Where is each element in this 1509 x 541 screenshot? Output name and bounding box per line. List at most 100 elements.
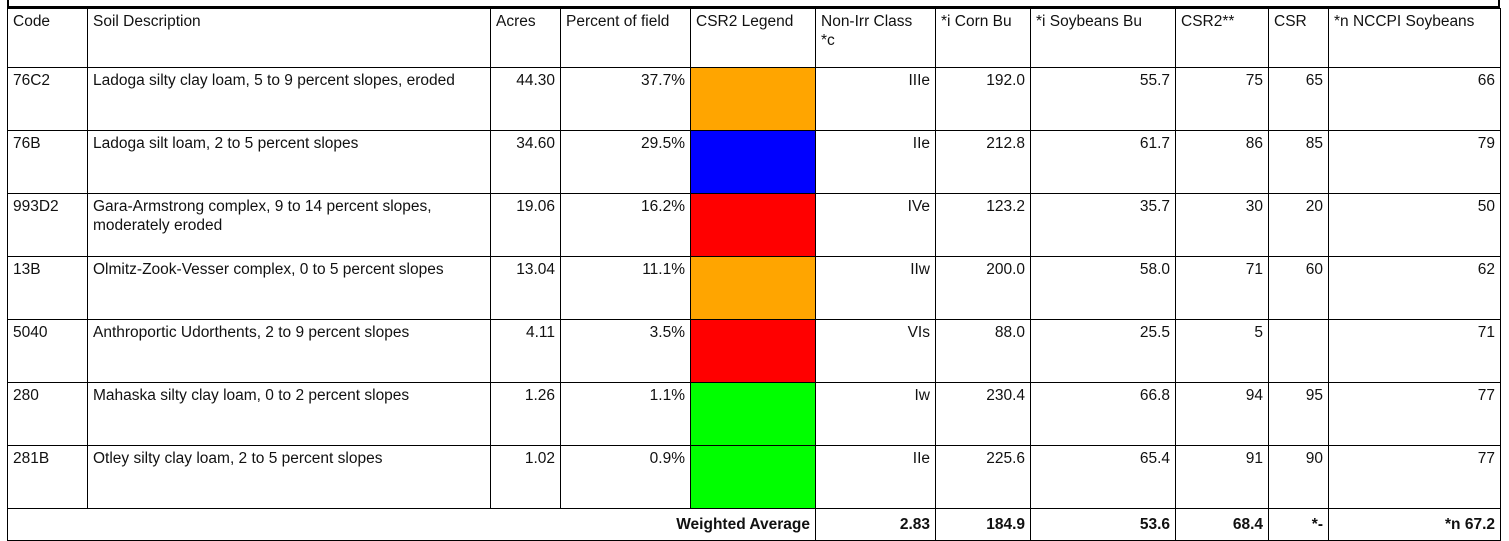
data-row: 5040 Anthroportic Udorthents, 2 to 9 perc… [7, 319, 1501, 383]
header-cell: Code [7, 8, 88, 68]
header-cell: CSR [1268, 8, 1329, 68]
description: Ladoga silty clay loam, 5 to 9 percent s… [87, 67, 491, 131]
code: 13B [7, 256, 88, 320]
data-row: 993D2 Gara-Armstrong complex, 9 to 14 per… [7, 193, 1501, 257]
nccpi: 66 [1328, 67, 1501, 131]
corn: 212.8 [935, 130, 1031, 194]
class: IIIe [815, 67, 936, 131]
csr: 65 [1268, 67, 1329, 131]
csr2: 91 [1175, 445, 1269, 509]
acres: 4.11 [490, 319, 561, 383]
nccpi: 77 [1328, 445, 1501, 509]
nccpi: 77 [1328, 382, 1501, 446]
header-cell: Soil Description [87, 8, 491, 68]
total-csr: *- [1268, 508, 1329, 541]
nccpi: 79 [1328, 130, 1501, 194]
legend-swatch [690, 193, 816, 257]
legend-swatch [690, 256, 816, 320]
csr2: 94 [1175, 382, 1269, 446]
corn: 230.4 [935, 382, 1031, 446]
soybeans: 35.7 [1030, 193, 1176, 257]
description: Gara-Armstrong complex, 9 to 14 percent … [87, 193, 491, 257]
total-label: Weighted Average [7, 508, 816, 541]
csr2: 30 [1175, 193, 1269, 257]
csr2: 75 [1175, 67, 1269, 131]
total-nccpi: *n 67.2 [1328, 508, 1501, 541]
total-corn: 184.9 [935, 508, 1031, 541]
corn: 192.0 [935, 67, 1031, 131]
acres: 34.60 [490, 130, 561, 194]
code: 993D2 [7, 193, 88, 257]
data-row: 13B Olmitz-Zook-Vesser complex, 0 to 5 pe… [7, 256, 1501, 320]
total-row: Weighted Average 2.83 184.9 53.6 68.4 *- *n 67… [7, 508, 1501, 541]
percent: 3.5% [560, 319, 691, 383]
percent: 29.5% [560, 130, 691, 194]
csr [1268, 319, 1329, 383]
description: Mahaska silty clay loam, 0 to 2 percent … [87, 382, 491, 446]
csr2: 5 [1175, 319, 1269, 383]
class: IIe [815, 445, 936, 509]
header-cell: Percent of field [560, 8, 691, 68]
soybeans: 66.8 [1030, 382, 1176, 446]
acres: 19.06 [490, 193, 561, 257]
soybeans: 55.7 [1030, 67, 1176, 131]
percent: 11.1% [560, 256, 691, 320]
code: 280 [7, 382, 88, 446]
header-cell: CSR2 Legend [690, 8, 816, 68]
header-cell: *i Soybeans Bu [1030, 8, 1176, 68]
percent: 0.9% [560, 445, 691, 509]
description: Ladoga silt loam, 2 to 5 percent slopes [87, 130, 491, 194]
csr: 20 [1268, 193, 1329, 257]
percent: 1.1% [560, 382, 691, 446]
soybeans: 58.0 [1030, 256, 1176, 320]
nccpi: 62 [1328, 256, 1501, 320]
acres: 1.26 [490, 382, 561, 446]
percent: 16.2% [560, 193, 691, 257]
data-row: 76B Ladoga silt loam, 2 to 5 percent slop… [7, 130, 1501, 194]
legend-swatch [690, 445, 816, 509]
legend-swatch [690, 319, 816, 383]
csr: 60 [1268, 256, 1329, 320]
class: Iw [815, 382, 936, 446]
head-row: Code Soil Description Acres Percent of fiel… [7, 8, 1501, 68]
legend-swatch [690, 67, 816, 131]
soybeans: 65.4 [1030, 445, 1176, 509]
soil-table: Code Soil Description Acres Percent of fiel… [7, 8, 1501, 541]
class: IIw [815, 256, 936, 320]
acres: 13.04 [490, 256, 561, 320]
description: Olmitz-Zook-Vesser complex, 0 to 5 perce… [87, 256, 491, 320]
data-row: 280 Mahaska silty clay loam, 0 to 2 perce… [7, 382, 1501, 446]
percent: 37.7% [560, 67, 691, 131]
nccpi: 71 [1328, 319, 1501, 383]
csr2: 86 [1175, 130, 1269, 194]
corn: 200.0 [935, 256, 1031, 320]
data-row: 76C2 Ladoga silty clay loam, 5 to 9 perce… [7, 67, 1501, 131]
csr: 85 [1268, 130, 1329, 194]
soybeans: 25.5 [1030, 319, 1176, 383]
code: 76B [7, 130, 88, 194]
code: 76C2 [7, 67, 88, 131]
header-cell: *i Corn Bu [935, 8, 1031, 68]
code: 5040 [7, 319, 88, 383]
header-cell: CSR2** [1175, 8, 1269, 68]
legend-swatch [690, 382, 816, 446]
csr2: 71 [1175, 256, 1269, 320]
total-soybeans: 53.6 [1030, 508, 1176, 541]
legend-swatch [690, 130, 816, 194]
csr: 90 [1268, 445, 1329, 509]
total-class: 2.83 [815, 508, 936, 541]
description: Otley silty clay loam, 2 to 5 percent sl… [87, 445, 491, 509]
code: 281B [7, 445, 88, 509]
header-cell: *n NCCPI Soybeans [1328, 8, 1501, 68]
header-cell: Acres [490, 8, 561, 68]
header-cell: Non-Irr Class *c [815, 8, 936, 68]
data-row: 281B Otley silty clay loam, 2 to 5 percen… [7, 445, 1501, 509]
top-border [7, 0, 1500, 8]
corn: 225.6 [935, 445, 1031, 509]
csr: 95 [1268, 382, 1329, 446]
class: IIe [815, 130, 936, 194]
corn: 123.2 [935, 193, 1031, 257]
acres: 1.02 [490, 445, 561, 509]
class: IVe [815, 193, 936, 257]
